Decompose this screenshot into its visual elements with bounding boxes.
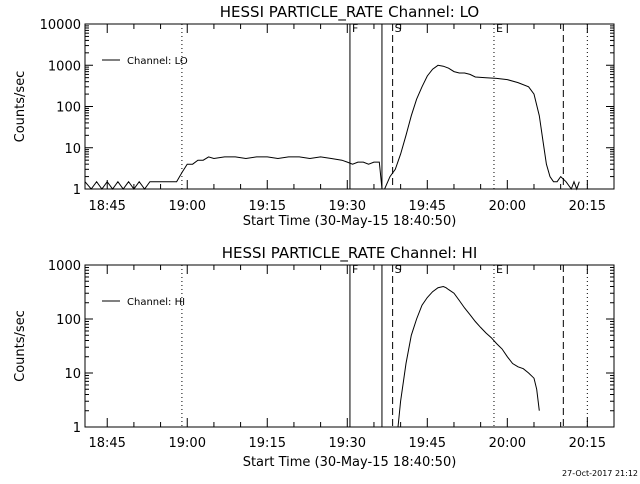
x-tick-label: 20:00 [489, 199, 526, 214]
panel-lo: HESSI PARTICLE_RATE Channel: LO 1 10 100 100… [13, 3, 615, 229]
chart-title: HESSI PARTICLE_RATE Channel: LO [220, 3, 479, 22]
y-tick-label: 10 [64, 142, 81, 157]
x-tick-label: 18:45 [88, 199, 125, 214]
marker-label: S [395, 263, 402, 276]
marker-label: E [496, 263, 503, 276]
marker-label: E [496, 22, 503, 35]
legend-label: Channel: HI [127, 297, 185, 308]
marker-label: S [395, 22, 402, 35]
x-tick-label: 19:45 [409, 199, 446, 214]
y-tick-label: 100 [56, 101, 81, 116]
series-line [84, 64, 580, 191]
y-tick-label: 10000 [40, 18, 81, 33]
panel-hi: HESSI PARTICLE_RATE Channel: HI 1 10 100 100… [13, 244, 615, 470]
x-tick-label: 20:15 [569, 199, 606, 214]
x-tick-label: 19:30 [329, 436, 366, 451]
series-line [397, 285, 540, 428]
marker-label: F [352, 22, 358, 35]
legend-label: Channel: LO [127, 56, 188, 67]
x-tick-label: 20:00 [489, 436, 526, 451]
y-tick-label: 10 [64, 367, 81, 382]
y-axis-label: Counts/sec [13, 71, 28, 143]
y-axis-label: Counts/sec [13, 310, 28, 382]
y-tick-label: 1000 [48, 259, 81, 274]
marker-label: F [352, 263, 358, 276]
x-tick-label: 19:30 [329, 199, 366, 214]
x-tick-label: 19:45 [409, 436, 446, 451]
x-axis-label: Start Time (30-May-15 18:40:50) [243, 214, 457, 229]
x-tick-label: 19:00 [169, 199, 206, 214]
chart-title: HESSI PARTICLE_RATE Channel: HI [222, 244, 478, 263]
x-tick-label: 20:15 [569, 436, 606, 451]
y-tick-label: 1 [73, 421, 81, 436]
x-tick-label: 18:45 [88, 436, 125, 451]
y-tick-label: 1000 [48, 59, 81, 74]
y-tick-label: 1 [73, 183, 81, 198]
footer-timestamp: 27-Oct-2017 21:12 [562, 469, 638, 478]
x-axis-label: Start Time (30-May-15 18:40:50) [243, 455, 457, 470]
x-tick-label: 19:15 [249, 199, 286, 214]
y-tick-label: 100 [56, 313, 81, 328]
x-tick-label: 19:15 [249, 436, 286, 451]
x-tick-label: 19:00 [169, 436, 206, 451]
